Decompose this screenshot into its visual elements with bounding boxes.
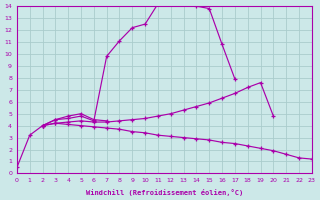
X-axis label: Windchill (Refroidissement éolien,°C): Windchill (Refroidissement éolien,°C) [86, 189, 243, 196]
